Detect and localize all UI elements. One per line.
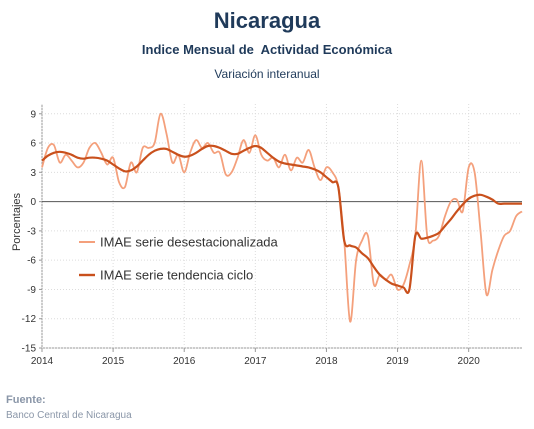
y-tick-label: 9 bbox=[30, 109, 36, 120]
chart-subtitle-secondary: Variación interanual bbox=[214, 67, 320, 81]
x-tick-label: 2016 bbox=[173, 356, 196, 367]
x-tick-label: 2015 bbox=[102, 356, 125, 367]
y-axis-label: Porcentajes bbox=[11, 192, 23, 251]
y-tick-label: -15 bbox=[22, 344, 37, 355]
legend: IMAE serie desestacionalizada IMAE serie … bbox=[79, 235, 279, 283]
legend-label: IMAE serie desestacionalizada bbox=[100, 235, 279, 250]
chart-title: Nicaragua bbox=[213, 8, 321, 33]
chart-subtitle: Indice Mensual de Actividad Económica bbox=[141, 42, 393, 57]
series-line-tendencia-ciclo bbox=[41, 144, 522, 294]
y-tick-label: 3 bbox=[30, 168, 36, 179]
x-tick-label: 2014 bbox=[31, 356, 54, 367]
grid-lines bbox=[41, 104, 522, 349]
y-axis-ticks: 9 6 3 0 -3 -6 -9 -12 -15 bbox=[22, 109, 42, 355]
x-tick-label: 2018 bbox=[315, 356, 338, 367]
y-tick-label: 0 bbox=[30, 197, 36, 208]
legend-label: IMAE serie tendencia ciclo bbox=[100, 268, 253, 283]
series-lines bbox=[41, 112, 523, 323]
source-text: Banco Central de Nicaragua bbox=[6, 410, 132, 421]
x-tick-label: 2017 bbox=[244, 356, 267, 367]
source-label: Fuente: bbox=[6, 394, 46, 406]
x-tick-label: 2019 bbox=[386, 356, 409, 367]
series-line-desestacionalizada bbox=[41, 112, 523, 323]
y-tick-label: -12 bbox=[22, 314, 37, 325]
y-tick-label: -6 bbox=[27, 256, 36, 267]
y-tick-label: 6 bbox=[30, 139, 36, 150]
x-tick-label: 2020 bbox=[458, 356, 481, 367]
y-tick-label: -3 bbox=[27, 226, 36, 237]
x-axis-ticks: 2014 2015 2016 2017 2018 2019 2020 bbox=[31, 348, 480, 367]
y-tick-label: -9 bbox=[27, 285, 36, 296]
